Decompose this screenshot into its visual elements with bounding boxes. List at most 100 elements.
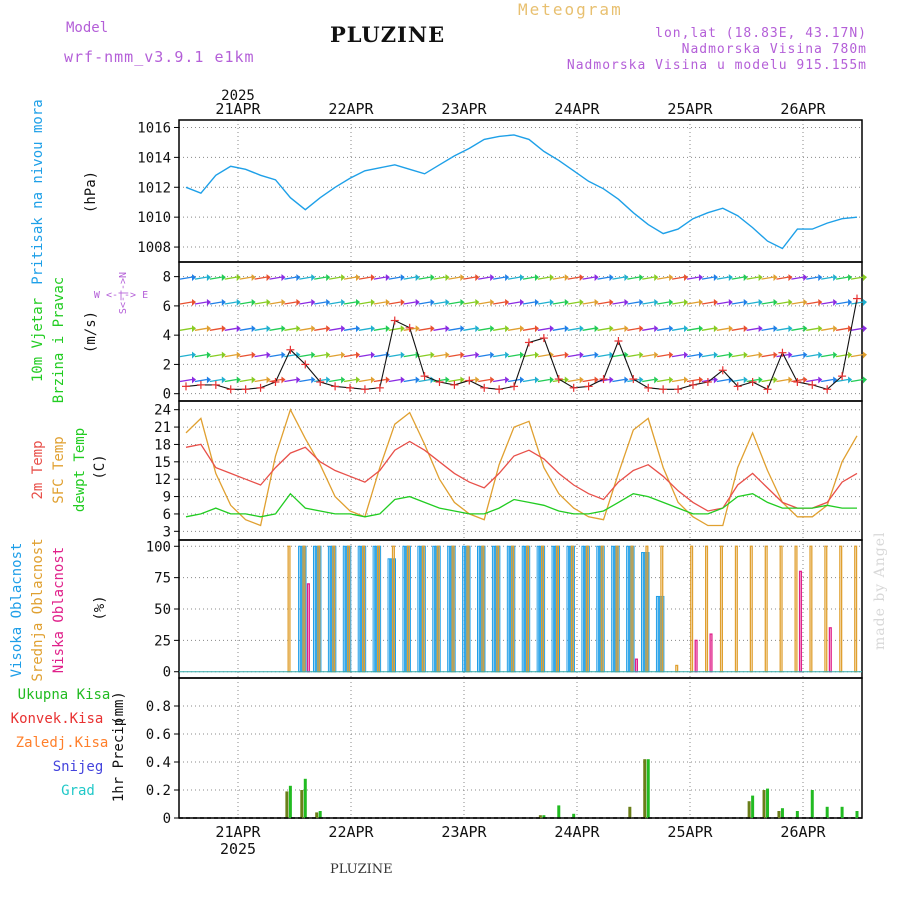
cloud-mid-bar <box>779 545 783 673</box>
wind-arrow <box>254 378 267 383</box>
wind-arrow-head <box>833 351 838 359</box>
wind-arrow-head <box>669 274 674 282</box>
wind-arrow-head <box>475 325 480 333</box>
precip-total-bar <box>303 778 307 818</box>
cloud-high-bar-fill <box>657 596 663 672</box>
wind-arrow-head <box>698 298 703 306</box>
wind-arrow-head <box>192 351 196 359</box>
wind-arrow-head <box>818 298 823 306</box>
wind-arrow <box>254 301 267 305</box>
wind-arrow-head <box>848 351 853 359</box>
wind-arrow <box>821 378 834 383</box>
cloud-mid-bar <box>839 545 843 673</box>
wind-arrow <box>239 327 252 331</box>
wind-arrow <box>224 301 237 305</box>
wind-arrow <box>269 301 282 305</box>
wind-arrow-head <box>370 325 375 333</box>
cloud-low-bar <box>828 627 832 673</box>
precip-panel: 0 0.2 0.4 0.6 0.8 <box>146 677 863 827</box>
wind-arrow-head <box>713 376 718 384</box>
wind-arrow-head <box>415 274 420 282</box>
t2m-line <box>185 440 858 512</box>
cloud-high-bar-fill <box>627 546 634 672</box>
wind-arrow-head <box>863 351 867 359</box>
model-label: Model <box>66 20 109 36</box>
wind-arrow <box>537 301 550 305</box>
wind-arrow-head <box>654 376 659 384</box>
wind-arrow-head <box>654 274 659 282</box>
wind-arrow-head <box>758 325 763 333</box>
wind-arrow <box>299 301 312 305</box>
wind-arrow-head <box>251 351 256 359</box>
wind-arrow <box>746 276 759 280</box>
wind-arrow-head <box>609 274 614 282</box>
wind-arrow-head <box>684 325 689 333</box>
wind-arrow-head <box>579 298 584 306</box>
cloud-high-bar-fill <box>508 546 514 672</box>
wind-arrow <box>537 378 550 383</box>
cloud-mid-bar <box>719 545 724 673</box>
wind-arrow <box>179 354 193 358</box>
wind-arrow-head <box>326 274 331 282</box>
wind-arrow <box>821 301 834 305</box>
wind-arrow <box>418 276 431 280</box>
precip-convective-bar <box>643 759 647 818</box>
wind-arrow <box>671 378 685 383</box>
wind-arrow-head <box>818 351 823 359</box>
wind-arrow <box>478 378 491 383</box>
precip-unit: (mm) <box>111 691 127 725</box>
wind-arrow-head <box>356 298 361 306</box>
wind-arrow-head <box>534 351 539 359</box>
wind-arrow-head <box>385 325 390 333</box>
wind-arrow-head <box>460 325 465 333</box>
wind-arrow-head <box>281 351 286 359</box>
pressure-unit: (hPa) <box>83 171 99 213</box>
y-tick-label: 1008 <box>137 240 171 256</box>
wind-arrow-head <box>206 376 211 384</box>
wind-arrow <box>582 354 595 358</box>
y-tick-label: 75 <box>154 571 171 587</box>
wind-arrow-head <box>341 274 346 282</box>
wind-arrow <box>314 354 327 358</box>
wind-arrow <box>835 276 849 280</box>
wind-arrow <box>373 276 386 280</box>
wind-arrow <box>612 354 625 358</box>
y-tick-label: 6 <box>163 507 171 523</box>
y-tick-label: 0 <box>163 387 171 403</box>
wind-arrow-head <box>698 351 703 359</box>
wind-arrow-head <box>400 351 405 359</box>
wind-arrow <box>835 301 849 305</box>
wind-arrow-head <box>192 376 196 384</box>
wind-arrow-head <box>728 274 733 282</box>
wind-arrow-head <box>773 274 778 282</box>
wind-arrow <box>373 327 386 331</box>
wind-arrow <box>433 301 446 305</box>
wind-arrow-head <box>385 376 390 384</box>
wind-arrow <box>642 354 655 358</box>
wind-arrow-head <box>564 325 569 333</box>
wind-arrow-head <box>415 325 420 333</box>
wind-arrow-head <box>788 298 793 306</box>
wind-arrow-head <box>251 376 256 384</box>
wind-arrow-head <box>594 376 599 384</box>
y-tick-label: 2 <box>163 357 171 373</box>
wind-arrow <box>821 276 834 280</box>
wind-arrow <box>329 354 342 358</box>
wind-arrow-head <box>221 274 226 282</box>
wind-arrow-head <box>624 298 629 306</box>
wind-arrow-head <box>385 274 390 282</box>
wind-arrow <box>493 327 506 331</box>
precip-total-bar <box>810 790 814 818</box>
y-tick-label: 1016 <box>137 120 171 136</box>
wind-arrow-head <box>311 325 316 333</box>
wind-arrow <box>209 327 222 331</box>
wind-arrow <box>761 354 774 358</box>
wind-arrow <box>791 327 804 331</box>
wind-unit: (m/s) <box>83 311 99 353</box>
wind-arrow <box>284 378 297 383</box>
wind-arrow <box>507 354 521 358</box>
wind-arrow-head <box>400 325 405 333</box>
footer-station: PLUZINE <box>330 862 393 877</box>
wind-arrow <box>806 354 819 358</box>
wind-arrow <box>403 378 416 383</box>
